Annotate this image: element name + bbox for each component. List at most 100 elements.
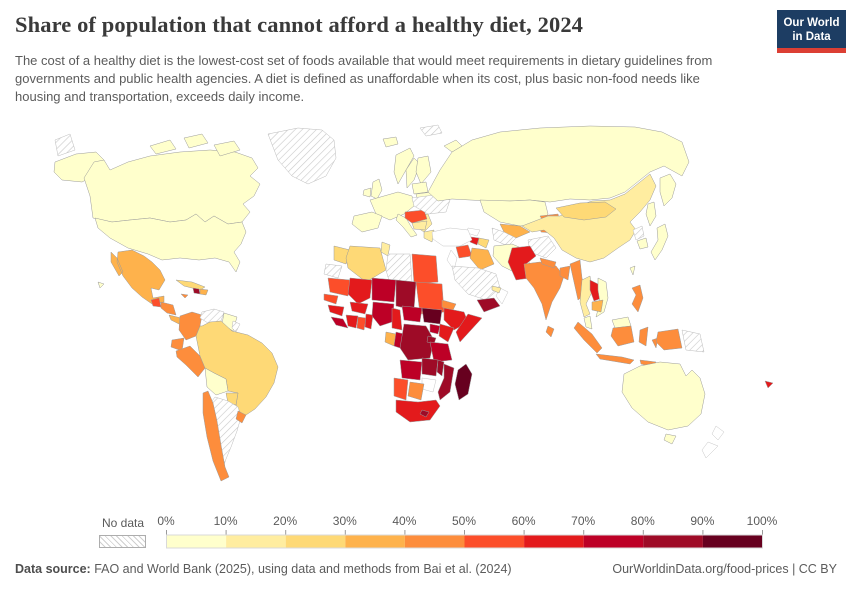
country-drc[interactable]	[399, 323, 435, 361]
country-turkmenistan[interactable]	[491, 227, 517, 247]
country-japan[interactable]	[650, 223, 669, 261]
country-sierra-leone-liberia[interactable]	[330, 316, 349, 329]
country-nigeria[interactable]	[371, 301, 395, 327]
legend-color-bar[interactable]	[166, 530, 764, 549]
country-jamaica[interactable]	[180, 293, 189, 299]
country-chile[interactable]	[202, 390, 230, 482]
country-honduras-nicaragua[interactable]	[160, 301, 177, 316]
country-kenya[interactable]	[438, 323, 455, 343]
country-finland[interactable]	[415, 155, 432, 185]
country-malaysia-peninsula[interactable]	[583, 315, 593, 330]
country-egypt[interactable]	[411, 253, 439, 285]
country-bolivia[interactable]	[204, 367, 229, 396]
country-south-africa[interactable]	[395, 399, 441, 423]
country-south-korea[interactable]	[636, 237, 649, 250]
country-mozambique[interactable]	[437, 363, 455, 401]
country-taiwan[interactable]	[629, 265, 636, 276]
country-uzbekistan[interactable]	[499, 223, 531, 239]
country-uruguay[interactable]	[235, 410, 247, 424]
country-chad[interactable]	[395, 279, 417, 311]
country-central-african-republic[interactable]	[401, 305, 423, 323]
country-indonesia-java[interactable]	[595, 353, 635, 365]
country-north-korea[interactable]	[632, 225, 645, 241]
legend-bin-8[interactable]	[643, 535, 703, 548]
country-new-zealand-north[interactable]	[711, 425, 725, 441]
country-brazil[interactable]	[195, 320, 279, 418]
country-cuba[interactable]	[175, 279, 206, 291]
country-svalbard[interactable]	[419, 124, 443, 137]
country-niger[interactable]	[371, 277, 397, 303]
country-dominican-republic[interactable]	[199, 288, 209, 296]
country-togo-benin[interactable]	[364, 313, 374, 330]
country-peru[interactable]	[175, 345, 206, 378]
country-indonesia-sumatra[interactable]	[573, 321, 603, 354]
country-lesotho[interactable]	[419, 409, 430, 418]
country-iceland[interactable]	[382, 136, 399, 148]
country-algeria[interactable]	[345, 245, 387, 283]
country-nepal[interactable]	[539, 257, 557, 269]
country-indonesia-papua[interactable]	[655, 328, 683, 351]
country-somalia[interactable]	[455, 313, 483, 343]
country-bulgaria[interactable]	[411, 220, 428, 231]
country-arctic-island[interactable]	[183, 133, 209, 149]
country-yemen[interactable]	[476, 297, 501, 313]
country-ireland[interactable]	[362, 187, 372, 198]
country-zambia[interactable]	[421, 357, 439, 377]
country-guinea[interactable]	[327, 304, 345, 317]
country-uganda[interactable]	[429, 323, 441, 335]
country-novaya-zemlya[interactable]	[443, 139, 463, 153]
legend-bin-6[interactable]	[524, 535, 584, 548]
country-cameroon[interactable]	[391, 307, 403, 331]
country-bangladesh[interactable]	[559, 265, 571, 281]
country-angola[interactable]	[399, 359, 423, 381]
country-syria[interactable]	[455, 244, 473, 259]
legend-bin-7[interactable]	[583, 535, 644, 548]
country-canada[interactable]	[83, 149, 261, 225]
country-usa[interactable]	[94, 213, 247, 273]
country-philippines[interactable]	[631, 284, 644, 313]
country-uae[interactable]	[491, 285, 502, 294]
country-cote-divoire[interactable]	[345, 314, 359, 329]
country-mexico[interactable]	[110, 249, 166, 305]
country-burkina-faso[interactable]	[349, 301, 369, 315]
country-senegal[interactable]	[323, 293, 339, 305]
country-morocco[interactable]	[333, 245, 351, 265]
country-mongolia[interactable]	[555, 201, 617, 221]
country-saudi-arabia[interactable]	[451, 265, 501, 301]
country-papua-new-guinea[interactable]	[681, 329, 705, 353]
country-hawaii[interactable]	[97, 281, 105, 289]
country-tasmania[interactable]	[663, 433, 677, 445]
country-ghana[interactable]	[356, 316, 367, 331]
country-western-sahara[interactable]	[323, 263, 343, 279]
license-link[interactable]: OurWorldinData.org/food-prices | CC BY	[612, 562, 837, 576]
country-south-sudan[interactable]	[421, 307, 443, 325]
country-russia-kamchatka[interactable]	[659, 173, 677, 207]
country-mali[interactable]	[347, 277, 373, 305]
country-iraq[interactable]	[469, 247, 495, 271]
legend-bin-5[interactable]	[464, 535, 525, 548]
country-baltics[interactable]	[411, 181, 429, 195]
country-madagascar[interactable]	[454, 363, 473, 401]
country-chukotka-wrap[interactable]	[54, 133, 76, 157]
country-sri-lanka[interactable]	[545, 325, 555, 338]
country-indonesia-sulawesi[interactable]	[638, 326, 649, 347]
country-india[interactable]	[523, 261, 565, 321]
owid-logo[interactable]: Our World in Data	[777, 10, 846, 53]
legend-bin-3[interactable]	[345, 535, 405, 548]
country-new-zealand-south[interactable]	[701, 441, 719, 459]
country-spain-portugal[interactable]	[351, 211, 383, 233]
country-fiji[interactable]	[764, 380, 774, 389]
country-turkey[interactable]	[431, 227, 473, 247]
legend-bin-0[interactable]	[166, 535, 227, 548]
legend-bin-9[interactable]	[702, 535, 763, 548]
country-thailand[interactable]	[579, 275, 593, 318]
legend-bin-2[interactable]	[285, 535, 346, 548]
country-australia[interactable]	[621, 361, 706, 431]
country-cambodia[interactable]	[591, 299, 604, 313]
country-greenland[interactable]	[267, 127, 337, 185]
country-united-kingdom[interactable]	[370, 178, 383, 200]
country-greece[interactable]	[423, 229, 435, 243]
country-arctic-island[interactable]	[213, 140, 241, 157]
country-malawi[interactable]	[436, 359, 445, 377]
legend-bin-4[interactable]	[404, 535, 465, 548]
